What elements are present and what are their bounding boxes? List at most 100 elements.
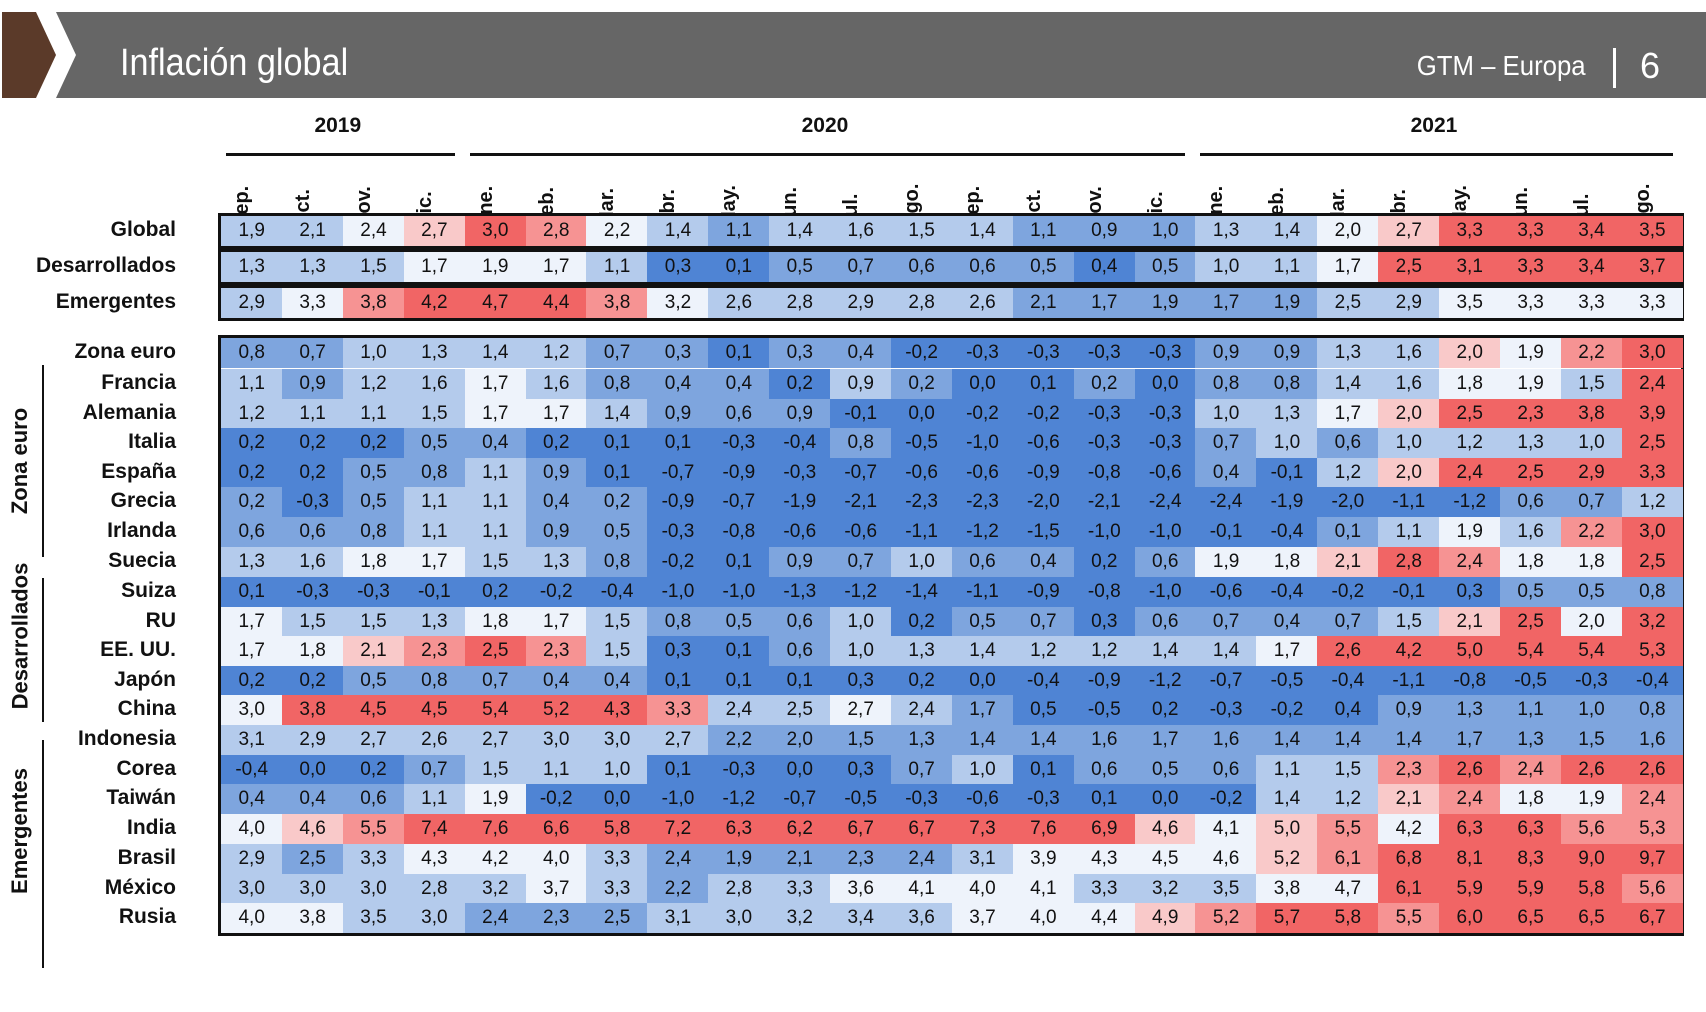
heatmap-cell: 0,5 [403, 428, 466, 458]
heatmap-cell: 0,3 [830, 755, 892, 785]
heatmap-cell: 2,8 [525, 216, 587, 246]
heatmap-cell: 3,8 [1256, 874, 1318, 904]
heatmap-cell: -0,8 [708, 517, 770, 547]
heatmap-cell: -0,8 [1073, 458, 1135, 488]
heatmap-cell: 7,3 [951, 814, 1014, 844]
heatmap-cell: 1,0 [830, 607, 892, 637]
heatmap-cell: -2,3 [890, 487, 953, 517]
heatmap-cell: -0,9 [1073, 666, 1135, 696]
heatmap-cell: -1,1 [1378, 487, 1440, 517]
heatmap-cell: 1,0 [1378, 428, 1440, 458]
heatmap-cell: 1,1 [1499, 695, 1562, 725]
year-divider [1200, 153, 1673, 156]
heatmap-cell: 1,0 [1560, 695, 1623, 725]
heatmap-cell: 1,3 [221, 252, 283, 282]
heatmap-cell: 2,4 [1439, 547, 1501, 577]
heatmap-cell: 0,6 [708, 399, 770, 429]
heatmap-cell: 6,7 [890, 814, 953, 844]
heatmap-cell: 5,8 [586, 814, 648, 844]
heatmap-cell: 3,6 [890, 903, 953, 933]
heatmap-cell: 2,5 [1317, 288, 1379, 318]
heatmap-cell: 2,4 [1499, 755, 1562, 785]
heatmap-cell: -0,5 [1256, 666, 1318, 696]
row-label: Irlanda [107, 519, 176, 542]
heatmap-cell: 0,3 [647, 252, 709, 282]
heatmap-cell: -0,2 [525, 577, 587, 607]
heatmap-cell: -0,2 [951, 399, 1014, 429]
heatmap-cell: 1,9 [1560, 784, 1623, 814]
heatmap-cell: 2,1 [1378, 784, 1440, 814]
heatmap-cell: -0,5 [890, 428, 953, 458]
row-label: Grecia [110, 489, 176, 512]
heatmap-cell: -1,1 [951, 577, 1014, 607]
group-bracket [42, 740, 44, 968]
heatmap-cell: 0,2 [890, 369, 953, 399]
heatmap-cell: 0,4 [647, 369, 709, 399]
heatmap-cell: -0,3 [1195, 695, 1257, 725]
heatmap-cell: 2,6 [1317, 636, 1379, 666]
heatmap-cell: 0,9 [525, 458, 587, 488]
heatmap-cell: 3,7 [1621, 252, 1684, 282]
heatmap-cell: 1,8 [1560, 547, 1623, 577]
heatmap-cell: 0,6 [890, 252, 953, 282]
heatmap-cell: 2,3 [1378, 755, 1440, 785]
heatmap-cell: 0,6 [951, 547, 1014, 577]
heatmap-cell: 6,8 [1378, 844, 1440, 874]
heatmap-cell: 0,5 [342, 487, 405, 517]
heatmap-cell: 0,2 [586, 487, 648, 517]
heatmap-cell: -1,2 [951, 517, 1014, 547]
heatmap-cell: 0,5 [1134, 755, 1196, 785]
heatmap-cell: 3,0 [221, 695, 283, 725]
heatmap-cell: 6,7 [830, 814, 892, 844]
heatmap-cell: 0,6 [1195, 755, 1257, 785]
heatmap-cell: 4,3 [586, 695, 648, 725]
heatmap-cell: 1,4 [586, 399, 648, 429]
heatmap-cell: 0,0 [281, 755, 344, 785]
heatmap-cell: 2,5 [1621, 428, 1684, 458]
heatmap-cell: 1,4 [1195, 636, 1257, 666]
heatmap-cell: 2,0 [1439, 338, 1501, 368]
heatmap-cell: 0,0 [890, 399, 953, 429]
heatmap-cell: 0,8 [647, 607, 709, 637]
heatmap-cell: -1,3 [769, 577, 831, 607]
row-label: México [104, 876, 176, 899]
heatmap-cell: 7,2 [647, 814, 709, 844]
heatmap-cell: 0,2 [464, 577, 526, 607]
heatmap-cell: 2,5 [1621, 547, 1684, 577]
heatmap-cell: 1,6 [403, 369, 466, 399]
heatmap-cell: 4,9 [1134, 903, 1196, 933]
heatmap-cell: 1,1 [586, 252, 648, 282]
heatmap-cell: -0,3 [1560, 666, 1623, 696]
heatmap-cell: -0,2 [647, 547, 709, 577]
row-label: Suiza [121, 579, 176, 602]
heatmap-cell: 3,0 [525, 725, 587, 755]
heatmap-cell: 0,1 [221, 577, 283, 607]
heatmap-cell: 1,6 [1073, 725, 1135, 755]
heatmap-cell: 0,8 [1621, 577, 1684, 607]
heatmap-cell: -2,0 [1012, 487, 1075, 517]
row-label: Alemania [82, 401, 176, 424]
heatmap-cell: -1,0 [951, 428, 1014, 458]
heatmap-cell: 2,4 [708, 695, 770, 725]
heatmap-cell: -2,0 [1317, 487, 1379, 517]
row-label: Japón [114, 668, 176, 691]
heatmap-cell: 1,0 [1195, 252, 1257, 282]
heatmap-cell: 2,1 [342, 636, 405, 666]
heatmap-cell: 7,4 [403, 814, 466, 844]
heatmap-cell: 0,0 [769, 755, 831, 785]
row-label: China [117, 697, 176, 720]
heatmap-cell: 0,4 [1012, 547, 1075, 577]
heatmap-cell: 2,7 [464, 725, 526, 755]
heatmap-cell: 1,9 [1439, 517, 1501, 547]
heatmap-cell: 5,2 [1195, 903, 1257, 933]
heatmap-cell: 1,5 [586, 636, 648, 666]
heatmap-cell: 8,1 [1439, 844, 1501, 874]
heatmap-cell: 2,7 [403, 216, 466, 246]
heatmap-cell: 3,5 [1195, 874, 1257, 904]
heatmap-cell: 5,4 [1499, 636, 1562, 666]
heatmap-cell: 3,1 [647, 903, 709, 933]
heatmap-cell: 5,0 [1439, 636, 1501, 666]
heatmap-cell: 5,0 [1256, 814, 1318, 844]
heatmap-cell: 0,4 [830, 338, 892, 368]
heatmap-cell: 2,4 [1621, 369, 1684, 399]
